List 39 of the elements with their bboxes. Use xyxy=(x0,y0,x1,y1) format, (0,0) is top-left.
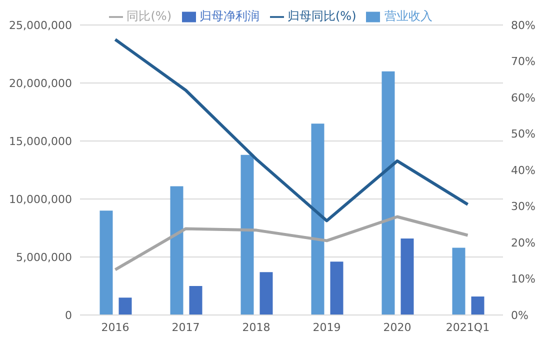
bar xyxy=(100,210,113,315)
legend-label: 归母净利润 xyxy=(200,9,260,23)
bar xyxy=(452,248,466,315)
y-tick-label: 25,000,000 xyxy=(9,18,72,32)
line-series xyxy=(114,215,470,272)
bar xyxy=(471,296,484,315)
x-tick-label: 2020 xyxy=(383,320,412,334)
x-tick-label: 2017 xyxy=(172,320,200,334)
x-tick-label: 2019 xyxy=(312,320,341,334)
bar xyxy=(189,286,202,315)
y2-tick-label: 20% xyxy=(511,236,536,250)
y2-tick-label: 10% xyxy=(511,272,536,286)
y-tick-label: 15,000,000 xyxy=(9,134,72,148)
bar xyxy=(400,238,414,315)
y2-tick-label: 0% xyxy=(511,308,528,322)
x-tick-label: 2018 xyxy=(242,320,270,334)
y-tick-label: 20,000,000 xyxy=(9,76,72,90)
bar xyxy=(170,186,184,315)
x-tick-label: 2016 xyxy=(101,320,130,334)
x-tick-label: 2021Q1 xyxy=(446,320,490,334)
legend-label: 营业收入 xyxy=(384,9,432,23)
y2-tick-label: 30% xyxy=(511,200,536,214)
y-tick-label: 0 xyxy=(65,308,72,322)
line-series xyxy=(114,38,470,222)
y2-tick-label: 60% xyxy=(511,91,536,104)
legend-label: 归母同比(%) xyxy=(288,9,356,23)
bar xyxy=(311,124,324,315)
y-tick-label: 5,000,000 xyxy=(16,250,72,264)
y2-tick-label: 70% xyxy=(511,55,536,68)
y2-tick-label: 40% xyxy=(511,164,536,177)
y-tick-label: 10,000,000 xyxy=(9,192,72,206)
bar xyxy=(260,272,273,315)
bar xyxy=(382,71,395,315)
y2-tick-label: 80% xyxy=(511,18,536,32)
bar xyxy=(118,298,132,315)
bar xyxy=(330,262,344,315)
y2-tick-label: 50% xyxy=(511,128,536,141)
legend-label: 同比(%) xyxy=(126,9,172,23)
bar xyxy=(240,154,254,315)
